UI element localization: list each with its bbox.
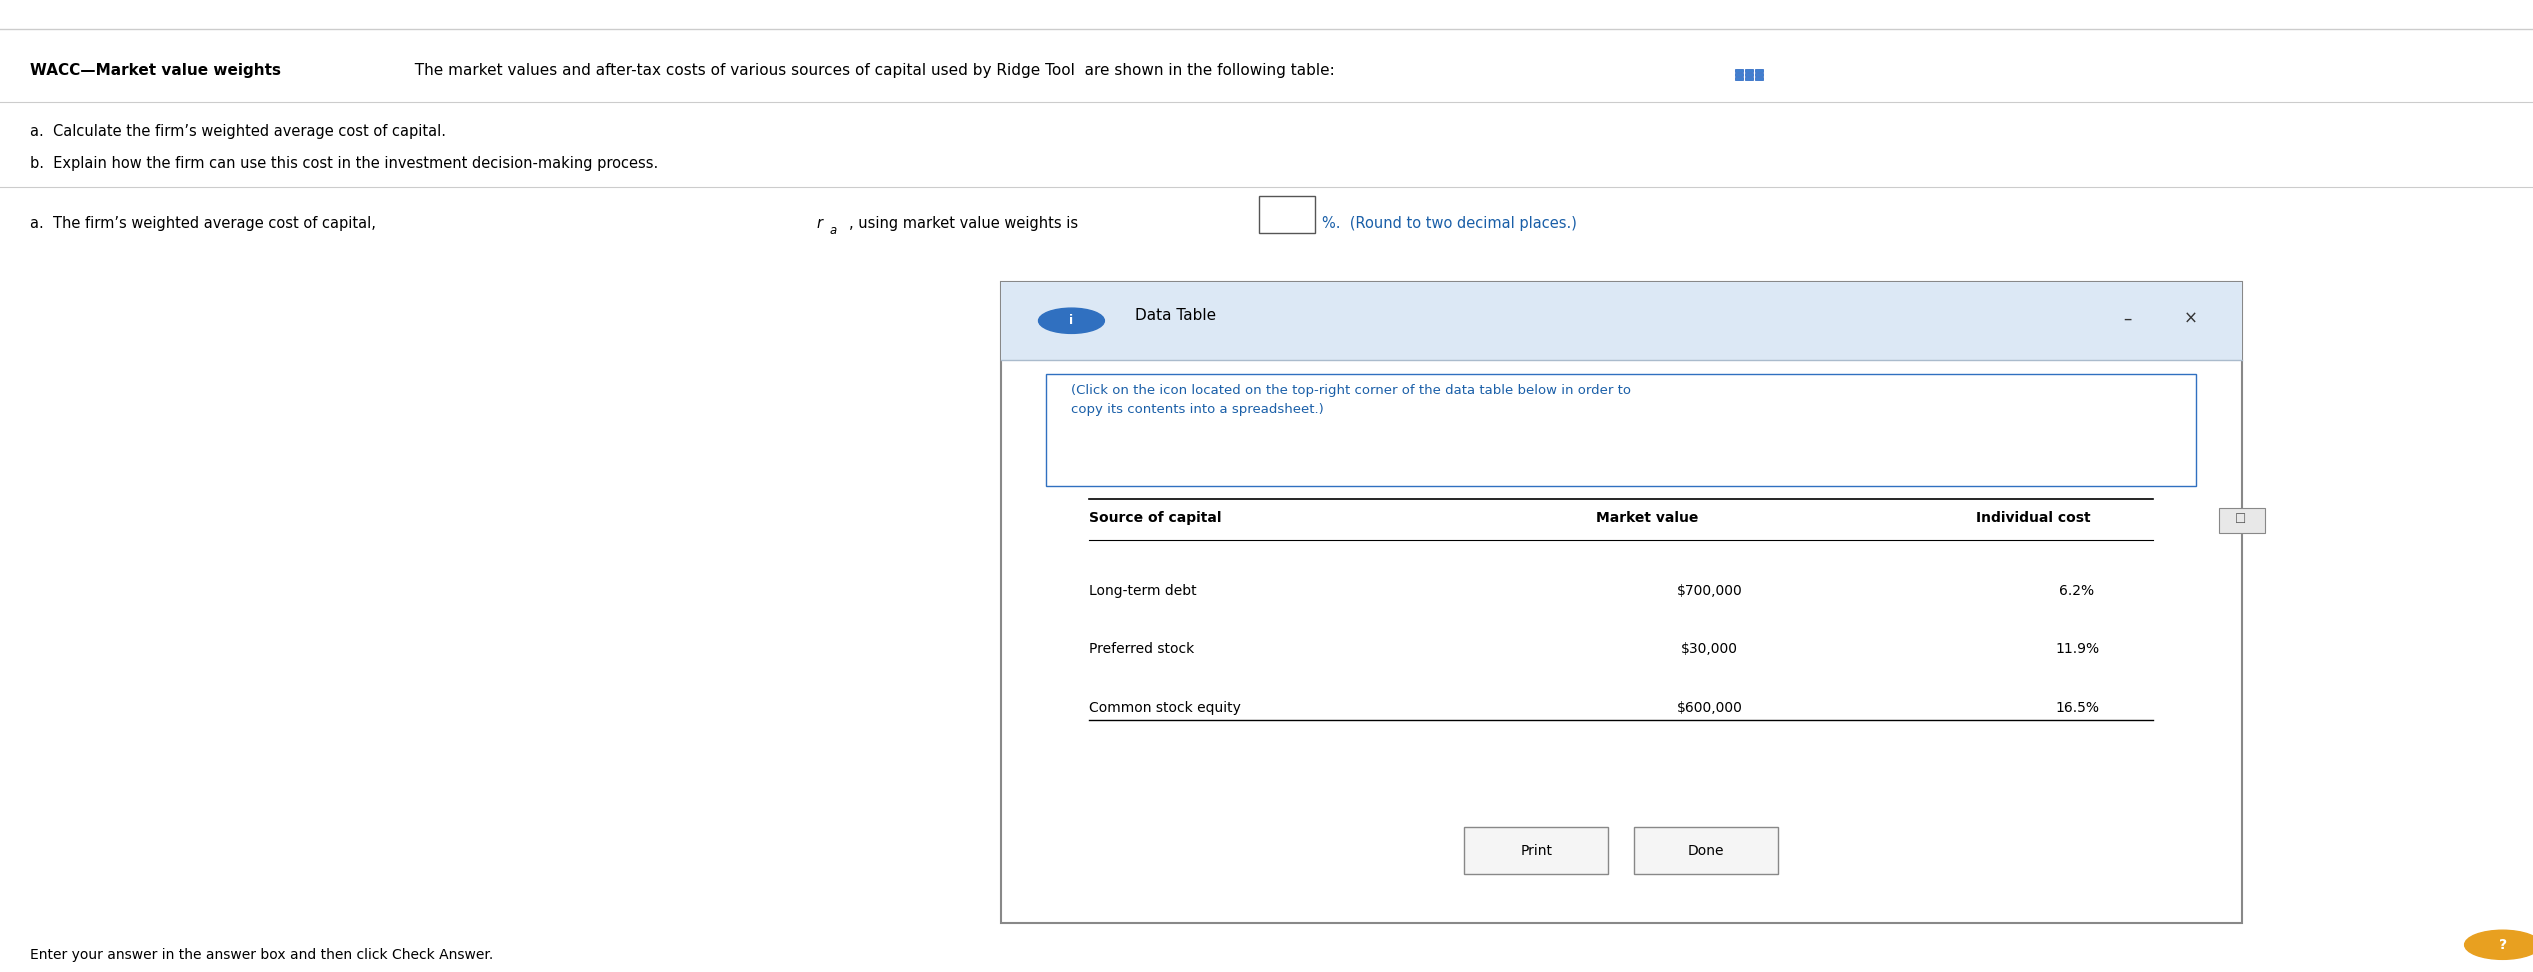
FancyBboxPatch shape: [1735, 73, 1743, 76]
FancyBboxPatch shape: [1464, 827, 1608, 874]
Text: a.  The firm’s weighted average cost of capital,: a. The firm’s weighted average cost of c…: [30, 216, 380, 230]
Text: , using market value weights is: , using market value weights is: [849, 216, 1077, 230]
Text: Individual cost: Individual cost: [1976, 511, 2090, 525]
Circle shape: [1039, 308, 1104, 333]
Text: $700,000: $700,000: [1677, 584, 1743, 598]
FancyBboxPatch shape: [1735, 77, 1743, 80]
Text: i: i: [1069, 314, 1074, 328]
FancyBboxPatch shape: [1745, 69, 1753, 72]
FancyBboxPatch shape: [1745, 73, 1753, 76]
FancyBboxPatch shape: [1046, 374, 2196, 486]
Circle shape: [2465, 930, 2533, 959]
Text: 11.9%: 11.9%: [2054, 642, 2100, 656]
Text: b.  Explain how the firm can use this cost in the investment decision-making pro: b. Explain how the firm can use this cos…: [30, 156, 659, 170]
Text: Enter your answer in the answer box and then click Check Answer.: Enter your answer in the answer box and …: [30, 948, 494, 961]
Text: ☐: ☐: [2234, 512, 2247, 526]
Text: WACC—Market value weights: WACC—Market value weights: [30, 63, 281, 78]
Text: a: a: [831, 224, 836, 236]
Text: ?: ?: [2498, 938, 2508, 952]
FancyBboxPatch shape: [1001, 282, 2242, 923]
FancyBboxPatch shape: [1735, 69, 1743, 72]
FancyBboxPatch shape: [1755, 77, 1763, 80]
Text: Data Table: Data Table: [1135, 308, 1216, 324]
Text: Done: Done: [1687, 844, 1725, 857]
Text: 16.5%: 16.5%: [2054, 701, 2100, 714]
FancyBboxPatch shape: [1745, 77, 1753, 80]
Text: Long-term debt: Long-term debt: [1089, 584, 1196, 598]
FancyBboxPatch shape: [1001, 282, 2242, 360]
FancyBboxPatch shape: [1634, 827, 1778, 874]
Text: a.  Calculate the firm’s weighted average cost of capital.: a. Calculate the firm’s weighted average…: [30, 124, 446, 139]
Text: (Click on the icon located on the top-right corner of the data table below in or: (Click on the icon located on the top-ri…: [1071, 384, 1631, 416]
Text: Market value: Market value: [1596, 511, 1697, 525]
Text: Common stock equity: Common stock equity: [1089, 701, 1241, 714]
Text: Preferred stock: Preferred stock: [1089, 642, 1196, 656]
Text: $30,000: $30,000: [1682, 642, 1738, 656]
FancyBboxPatch shape: [1755, 69, 1763, 72]
Text: 6.2%: 6.2%: [2059, 584, 2095, 598]
Text: –: –: [2123, 310, 2133, 328]
Text: Print: Print: [1520, 844, 1553, 857]
FancyBboxPatch shape: [1755, 73, 1763, 76]
Text: $600,000: $600,000: [1677, 701, 1743, 714]
FancyBboxPatch shape: [2219, 508, 2265, 533]
FancyBboxPatch shape: [1259, 196, 1315, 233]
Text: %.  (Round to two decimal places.): %. (Round to two decimal places.): [1322, 216, 1578, 230]
Text: The market values and after-tax costs of various sources of capital used by Ridg: The market values and after-tax costs of…: [405, 63, 1335, 78]
Text: ×: ×: [2183, 310, 2199, 328]
Text: Source of capital: Source of capital: [1089, 511, 1221, 525]
Text: r: r: [816, 216, 823, 230]
